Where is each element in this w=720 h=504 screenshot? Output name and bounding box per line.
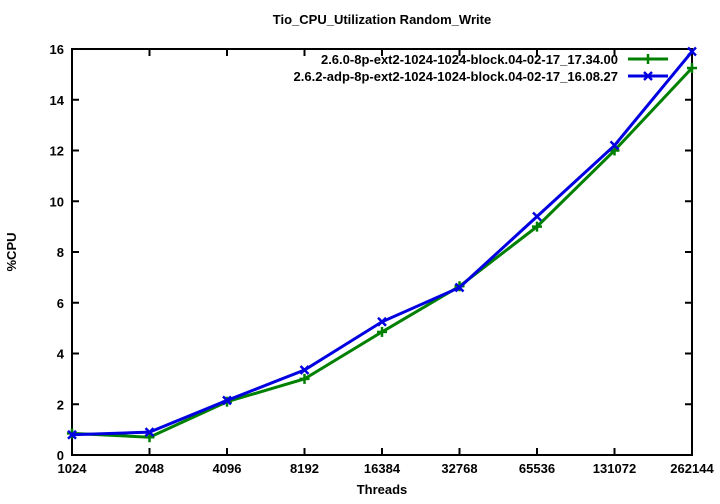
x-tick-label: 262144 — [670, 461, 714, 476]
x-tick-label: 1024 — [58, 461, 88, 476]
data-point-marker-1 — [222, 395, 232, 406]
legend-sample-marker-1 — [643, 71, 653, 81]
x-tick-label: 2048 — [135, 461, 164, 476]
series-line-0 — [71, 67, 694, 439]
data-point-marker-1 — [687, 46, 697, 57]
y-tick-label: 16 — [50, 42, 64, 57]
legend-label-0: 2.6.0-8p-ext2-1024-1024-block.04-02-17_1… — [321, 52, 618, 67]
y-tick-label: 14 — [50, 93, 65, 108]
x-tick-label: 8192 — [290, 461, 319, 476]
legend-label-1: 2.6.2-adp-8p-ext2-1024-1024-block.04-02-… — [294, 69, 618, 84]
x-tick-label: 4096 — [213, 461, 242, 476]
y-tick-label: 10 — [50, 194, 64, 209]
plot-border — [71, 48, 693, 456]
data-point-marker-1 — [532, 211, 542, 222]
data-point-marker-1 — [299, 365, 310, 375]
data-point-marker-1 — [609, 140, 620, 151]
y-tick-label: 0 — [57, 448, 64, 463]
x-axis-label: Threads — [357, 482, 408, 497]
x-tick-label: 131072 — [593, 461, 636, 476]
y-tick-label: 4 — [57, 347, 65, 362]
data-point-marker-1 — [377, 316, 387, 327]
x-tick-label: 32768 — [441, 461, 477, 476]
plot-elements: 1024 2048 4096 8192 16384 32768 65536 131072 262… — [50, 42, 715, 476]
data-point-marker-1 — [67, 429, 77, 440]
chart-title: Tio_CPU_Utilization Random_Write — [273, 12, 491, 27]
y-tick-label: 8 — [57, 245, 64, 260]
y-axis-label: %CPU — [4, 232, 19, 271]
y-tick-label: 12 — [50, 144, 64, 159]
y-tick-label: 2 — [57, 397, 64, 412]
series-line-1 — [71, 50, 694, 437]
x-tick-label: 65536 — [519, 461, 555, 476]
x-tick-label: 16384 — [364, 461, 401, 476]
data-point-marker-1 — [454, 282, 465, 293]
y-tick-label: 6 — [57, 296, 64, 311]
data-point-marker-1 — [144, 427, 155, 438]
